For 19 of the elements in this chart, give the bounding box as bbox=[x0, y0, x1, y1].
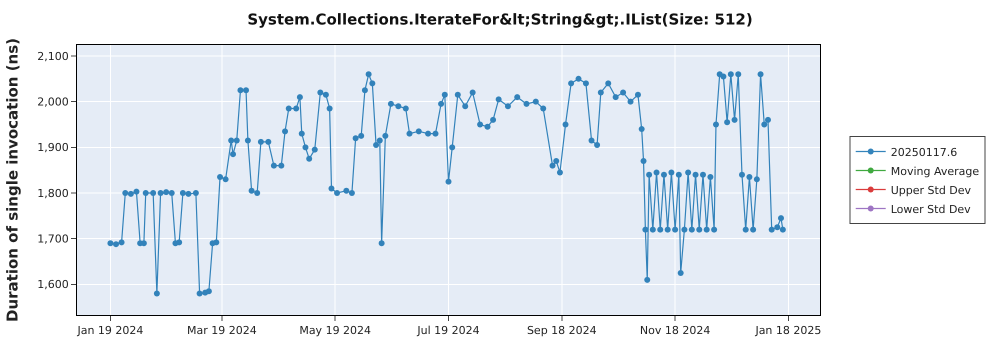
legend-label: Moving Average bbox=[890, 164, 980, 178]
legend-label: Upper Std Dev bbox=[890, 184, 972, 197]
x-tick-label: Jan 18 2025 bbox=[754, 324, 822, 338]
y-tick-label: 1,700 bbox=[37, 232, 69, 246]
y-tick-label: 2,100 bbox=[37, 50, 69, 63]
chart-title: System.Collections.IterateFor&lt;String&gt;.IList(Size: 512) bbox=[247, 10, 753, 28]
x-tick-label: Nov 18 2024 bbox=[640, 324, 710, 338]
y-tick-label: 1,900 bbox=[37, 141, 69, 154]
x-tick-label: Mar 19 2024 bbox=[187, 324, 257, 338]
x-tick-label: Jan 19 2024 bbox=[76, 324, 144, 338]
y-axis-title: Duration of single invocation (ns) bbox=[4, 38, 22, 322]
y-tick-label: 1,800 bbox=[37, 186, 69, 200]
x-tick-label: May 19 2024 bbox=[299, 324, 372, 338]
legend-label: Lower Std Dev bbox=[890, 202, 972, 216]
y-tick-label: 1,600 bbox=[37, 278, 69, 292]
x-tick-label: Jul 19 2024 bbox=[416, 324, 480, 338]
y-tick-label: 2,000 bbox=[37, 96, 69, 108]
legend-label: 20250117.6 bbox=[890, 146, 958, 159]
x-tick-label: Sep 18 2024 bbox=[526, 324, 597, 338]
